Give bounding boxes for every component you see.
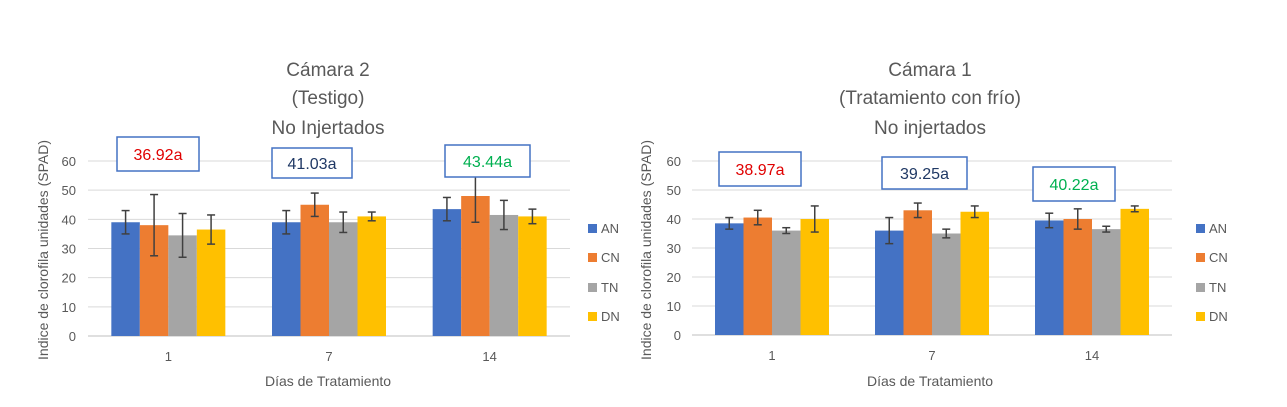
legend-label: AN	[601, 221, 619, 236]
legend-label: DN	[1209, 309, 1228, 324]
chart-title-line: Cámara 1	[888, 60, 971, 81]
bar-dn	[1120, 208, 1149, 335]
legend-swatch-dn	[588, 312, 597, 321]
chart-2: Cámara 1 (Tratamiento con frío) No injerta…	[638, 60, 1228, 389]
x-tick-label: 1	[768, 348, 775, 363]
bar-dn	[960, 211, 989, 335]
y-tick-label: 0	[674, 328, 681, 343]
x-tick-label: 14	[1085, 348, 1099, 363]
legend-swatch-an	[1196, 224, 1205, 233]
y-tick-label: 50	[62, 183, 76, 198]
bar-dn	[800, 219, 829, 335]
chart-title-line: (Testigo)	[292, 88, 365, 109]
chart-title-line: Cámara 2	[286, 60, 369, 81]
bar-an	[111, 222, 140, 336]
chart-title-line: No Injertados	[271, 118, 384, 139]
bar-cn	[300, 204, 329, 336]
annotation-box	[271, 147, 353, 179]
x-tick-label: 7	[325, 349, 332, 364]
annotation-box	[718, 151, 802, 187]
legend-swatch-dn	[1196, 312, 1205, 321]
legend-label: CN	[1209, 250, 1228, 265]
legend-swatch-cn	[588, 253, 597, 262]
legend-label: TN	[601, 280, 618, 295]
bar-an	[1035, 220, 1064, 335]
bar-tn	[329, 222, 358, 336]
y-tick-label: 20	[62, 271, 76, 286]
annotation-label: 38.97a	[736, 162, 785, 179]
y-tick-label: 60	[667, 154, 681, 169]
legend-label: DN	[601, 309, 620, 324]
bar-cn	[903, 210, 932, 335]
y-tick-label: 10	[667, 299, 681, 314]
bar-dn	[357, 216, 386, 336]
y-tick-label: 40	[62, 212, 76, 227]
annotation-label: 36.92a	[134, 147, 183, 164]
bar-tn	[932, 233, 961, 335]
chart-title-line: No injertados	[874, 118, 986, 139]
annotation-label: 41.03a	[288, 156, 337, 173]
bar-an	[875, 230, 904, 335]
y-tick-label: 0	[69, 329, 76, 344]
annotation-label: 40.22a	[1050, 177, 1099, 194]
legend-label: AN	[1209, 221, 1227, 236]
y-tick-label: 40	[667, 212, 681, 227]
y-tick-label: 50	[667, 183, 681, 198]
chart-1: Cámara 2 (Testigo) No Injertados 0 10 20 30 40 5…	[35, 60, 620, 389]
legend-swatch-tn	[1196, 283, 1205, 292]
legend-swatch-tn	[588, 283, 597, 292]
legend-label: CN	[601, 250, 620, 265]
annotation-box	[881, 156, 968, 190]
y-tick-label: 60	[62, 154, 76, 169]
annotation-box	[444, 144, 531, 178]
bar-an	[272, 222, 301, 336]
legend-label: TN	[1209, 280, 1226, 295]
legend-swatch-cn	[1196, 253, 1205, 262]
bar-dn	[196, 229, 226, 336]
annotation-label: 43.44a	[463, 154, 512, 171]
y-tick-label: 20	[667, 270, 681, 285]
y-axis-label: Indice de clorofila unidades (SPAD)	[35, 140, 51, 360]
legend-swatch-an	[588, 224, 597, 233]
y-tick-label: 10	[62, 300, 76, 315]
bar-an	[432, 209, 462, 336]
bar-tn	[489, 214, 519, 336]
annotation-box	[116, 136, 200, 172]
x-axis-label: Días de Tratamiento	[867, 373, 993, 389]
bar-an	[715, 223, 744, 335]
chart-title-line: (Tratamiento con frío)	[839, 88, 1021, 109]
y-tick-label: 30	[667, 241, 681, 256]
annotation-label: 39.25a	[900, 166, 949, 183]
x-axis-label: Días de Tratamiento	[265, 373, 391, 389]
y-tick-label: 30	[62, 242, 76, 257]
x-tick-label: 1	[165, 349, 172, 364]
bar-cn	[743, 217, 772, 335]
x-tick-label: 14	[482, 349, 496, 364]
bar-tn	[1092, 229, 1121, 335]
y-axis-label: Indice de clorofila unidades (SPAD)	[638, 140, 654, 360]
x-tick-label: 7	[928, 348, 935, 363]
bar-cn	[1063, 219, 1092, 335]
bar-tn	[772, 230, 801, 335]
annotation-box	[1032, 166, 1116, 202]
bar-dn	[518, 216, 547, 336]
